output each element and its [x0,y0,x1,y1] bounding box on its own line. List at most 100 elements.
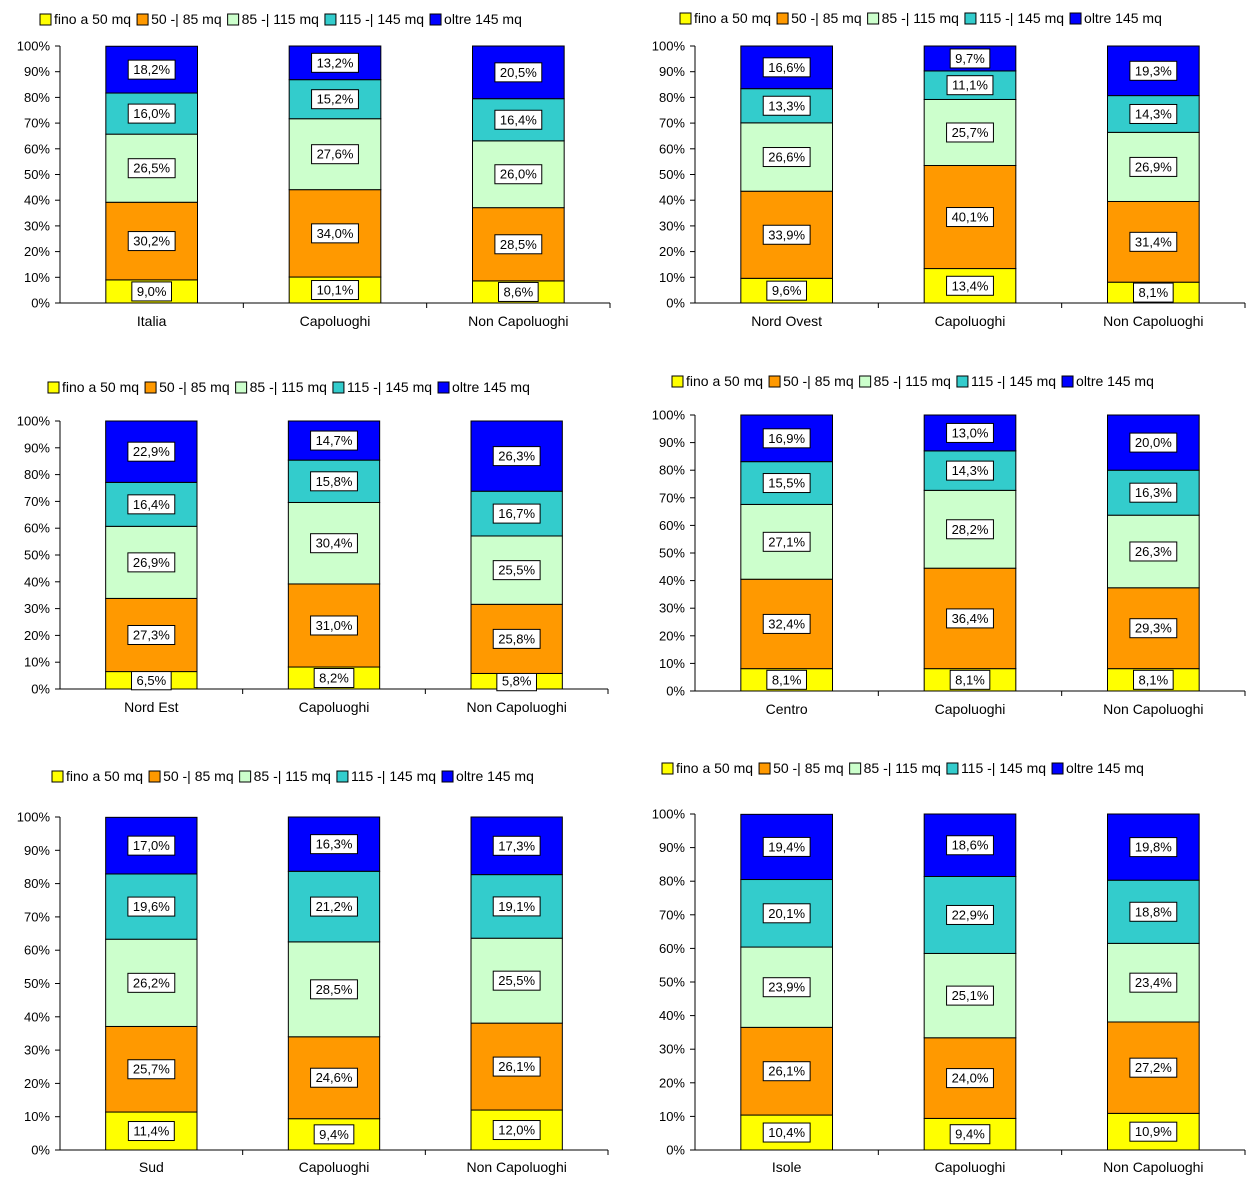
data-label-box [762,977,811,998]
data-label-text: 28,2% [952,522,989,537]
data-label: 29,3% [1129,618,1178,639]
data-label-box [127,896,176,917]
legend-item: 50 -| 85 mq [148,768,234,784]
data-label-text: 8,2% [319,671,349,686]
y-tick-label: 70% [659,490,685,505]
y-tick-label: 50% [659,546,685,561]
data-label-box [1129,482,1178,503]
data-label-text: 9,0% [137,284,167,299]
data-label-text: 23,4% [1135,975,1172,990]
data-label-box [127,624,176,645]
y-tick-label: 100% [17,39,51,54]
data-label-box [127,103,176,124]
data-label-text: 25,5% [498,563,535,578]
data-label: 18,2% [127,59,176,80]
data-label: 24,6% [310,1067,358,1088]
y-tick-label: 90% [659,840,685,855]
y-tick-label: 30% [659,1042,685,1057]
y-tick-label: 80% [24,467,50,482]
data-label-text: 15,2% [317,92,354,107]
data-label-text: 26,3% [498,449,535,464]
bar-segment [105,597,198,673]
data-label: 25,7% [946,122,994,143]
data-label-text: 11,4% [133,1124,169,1139]
legend-swatch [859,375,872,388]
data-label: 26,5% [127,158,176,179]
data-label: 16,3% [1129,482,1178,503]
legend-label: 115 -| 145 mq [339,11,424,27]
y-tick-label: 80% [24,90,50,105]
data-label-text: 20,0% [1135,435,1172,450]
data-label-text: 25,8% [498,631,535,646]
data-label-box [1129,156,1178,177]
legend-label: oltre 145 mq [1066,760,1144,776]
data-label: 22,9% [946,904,994,925]
data-label-text: 16,7% [498,506,535,521]
legend-item: 115 -| 145 mq [324,11,424,27]
legend-swatch [1069,12,1082,25]
data-label-text: 11,1% [952,78,988,93]
legend-item: 85 -| 115 mq [867,10,959,26]
y-tick-label: 70% [24,494,50,509]
y-tick-label: 80% [659,874,685,889]
y-tick-label: 30% [24,1043,50,1058]
legend-label: fino a 50 mq [66,768,143,784]
legend: fino a 50 mq 50 -| 85 mq 85 -| 115 mq 115 -… [39,11,522,27]
legend-item: 85 -| 115 mq [859,373,951,389]
data-label: 13,0% [946,422,994,443]
data-label: 23,9% [762,977,811,998]
data-label-box [1129,837,1178,858]
x-category-label: Capoluoghi [935,701,1006,717]
legend-label: 85 -| 115 mq [250,379,327,395]
data-label-text: 40,1% [952,210,989,225]
data-label-box [310,615,358,636]
data-label-box [762,147,811,168]
data-label-box [946,460,994,481]
legend-swatch [239,770,252,783]
legend-item: oltre 145 mq [429,11,522,27]
data-label-text: 13,2% [317,55,354,70]
legend-swatch [51,770,64,783]
legend-label: 85 -| 115 mq [242,11,319,27]
data-label-box [946,275,994,296]
data-label-box [949,48,991,69]
data-label: 13,4% [946,275,994,296]
data-label: 11,1% [946,75,994,96]
data-label-text: 9,4% [319,1127,349,1142]
y-tick-label: 90% [24,440,50,455]
data-label-text: 8,6% [504,284,534,299]
y-tick-label: 40% [659,193,685,208]
legend-swatch [661,762,674,775]
x-category-label: Nord Ovest [751,313,822,329]
y-tick-label: 30% [659,601,685,616]
data-label-text: 31,4% [1135,234,1172,249]
data-label-box [492,446,541,467]
data-label-box [1129,432,1178,453]
legend-label: 50 -| 85 mq [773,760,844,776]
data-label-box [1129,972,1178,993]
legend-swatch [776,12,789,25]
data-label-text: 34,0% [317,226,354,241]
legend-swatch [136,13,149,26]
data-label-box [949,669,991,690]
data-label-box [766,280,807,301]
data-label-box [949,1124,991,1145]
data-label-text: 8,1% [772,672,802,687]
data-label-text: 25,1% [952,988,989,1003]
legend-label: oltre 145 mq [1076,373,1154,389]
data-label-text: 16,3% [316,837,353,852]
data-label-box [762,531,811,552]
legend-item: 85 -| 115 mq [849,760,941,776]
data-label-text: 26,0% [500,167,537,182]
data-label: 23,4% [1129,972,1178,993]
data-label: 11,4% [127,1121,175,1142]
legend: fino a 50 mq 50 -| 85 mq 85 -| 115 mq 115 -… [47,379,530,395]
data-label-text: 26,1% [498,1059,535,1074]
data-label-text: 27,3% [133,627,170,642]
data-label: 28,5% [494,234,543,255]
legend-item: 50 -| 85 mq [144,379,230,395]
data-label: 19,6% [127,896,176,917]
data-label-box [313,668,355,689]
x-category-label: Capoluoghi [300,313,371,329]
legend-item: fino a 50 mq [679,10,771,26]
